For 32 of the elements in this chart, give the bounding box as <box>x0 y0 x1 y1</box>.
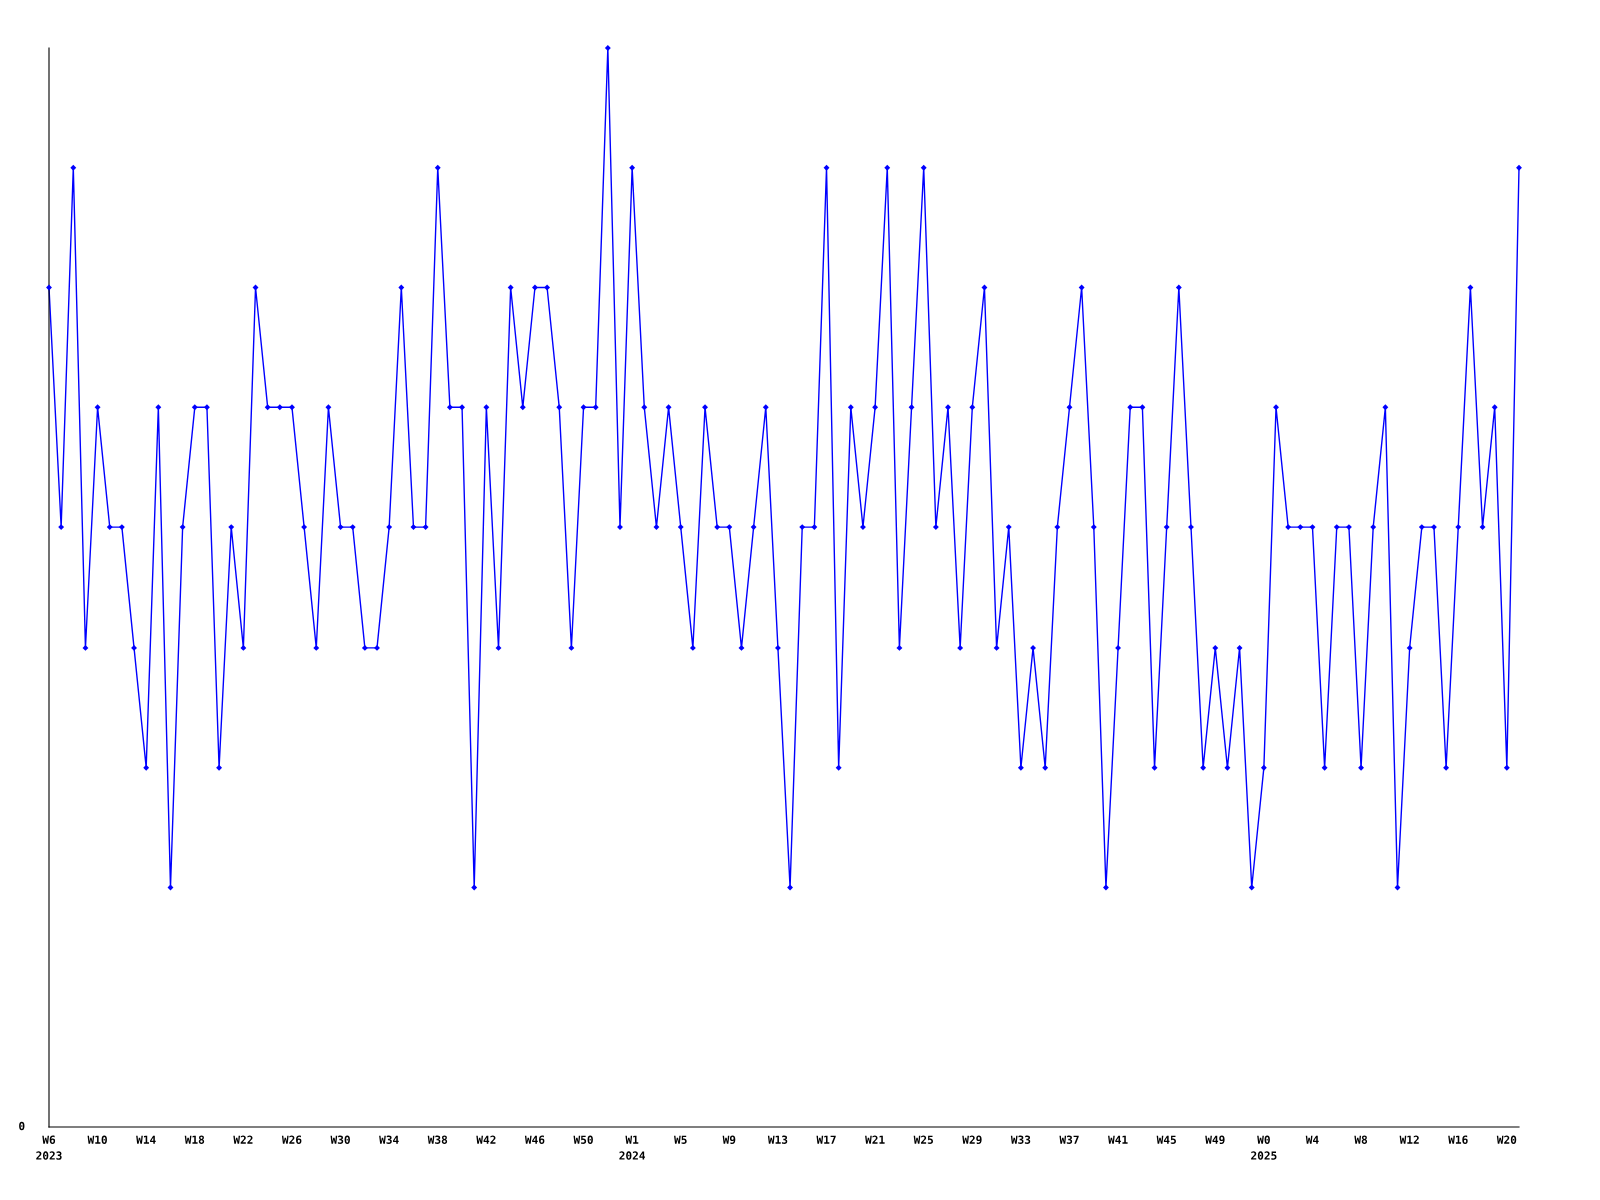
x-tick-label: W30 <box>330 1135 350 1144</box>
x-tick-label: W9 <box>722 1135 736 1144</box>
x-tick-label: W8 <box>1354 1135 1368 1144</box>
x-tick-label: W49 <box>1205 1135 1225 1144</box>
x-tick-label: W0 2025 <box>1251 1135 1277 1160</box>
x-tick-label: W10 <box>87 1135 107 1144</box>
x-tick-label: W29 <box>962 1135 982 1144</box>
x-tick-label: W37 <box>1059 1135 1079 1144</box>
x-tick-label: W13 <box>767 1135 788 1144</box>
x-tick-label: W5 <box>674 1135 687 1144</box>
x-tick-label: W12 <box>1399 1135 1419 1144</box>
x-tick-label: W21 <box>865 1135 885 1144</box>
x-tick-label: W14 <box>136 1135 156 1144</box>
x-tick-label: W20 <box>1496 1135 1517 1144</box>
x-tick-label: W22 <box>233 1135 253 1144</box>
x-tick-label: W33 <box>1010 1135 1031 1144</box>
x-tick-label: W38 <box>427 1135 448 1144</box>
x-tick-label: W18 <box>184 1135 205 1144</box>
x-tick-label: W26 <box>281 1135 302 1144</box>
x-tick-label: W16 <box>1448 1135 1468 1144</box>
x-tick-label: W42 <box>476 1135 496 1144</box>
x-tick-label: W50 <box>573 1135 593 1144</box>
x-tick-label: W34 <box>379 1135 399 1144</box>
x-tick-label: W45 <box>1156 1135 1176 1144</box>
x-tick-label: W17 <box>816 1135 836 1144</box>
x-tick-label: W25 <box>913 1135 933 1144</box>
text: 0 <box>19 1121 25 1131</box>
x-tick-label: W4 <box>1305 1135 1319 1144</box>
x-tick-label: W46 <box>524 1135 545 1144</box>
x-tick-label: W41 <box>1108 1135 1128 1144</box>
x-tick-label: W6 2023 <box>36 1135 62 1160</box>
x-tick-label: W1 2024 <box>619 1135 646 1160</box>
